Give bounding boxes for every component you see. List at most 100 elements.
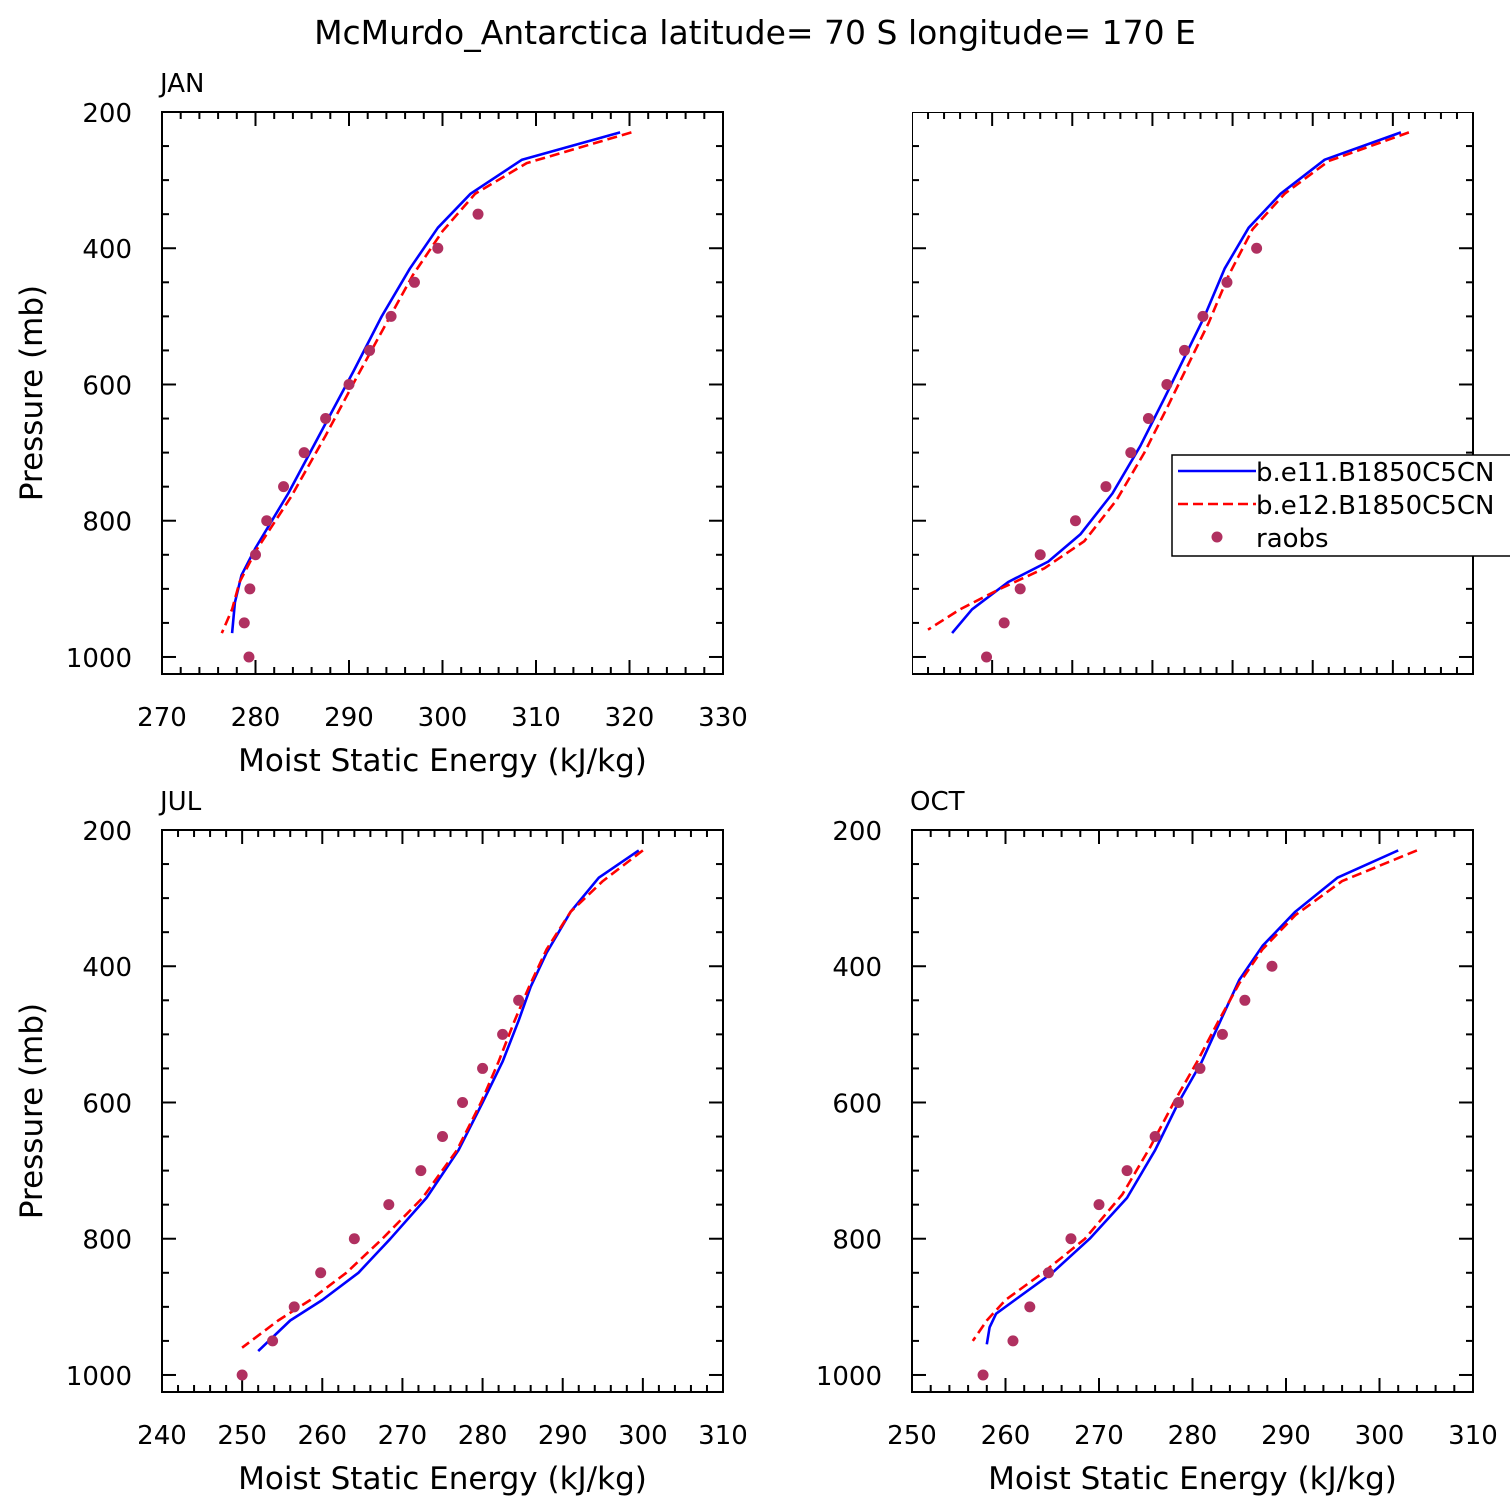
y-tick-label: 800	[82, 1226, 132, 1256]
x-tick-label: 300	[418, 703, 468, 733]
panel-jul: JUL 240 250 260 270 280 290 300 310 200 400 600 800 1…	[14, 787, 748, 1497]
raobs-point	[288, 1301, 300, 1313]
legend-label: b.e11.B1850C5CN	[1256, 458, 1494, 488]
x-tick-label: 280	[1168, 1421, 1218, 1451]
y-tick-label: 400	[82, 235, 132, 265]
plot-frame	[161, 829, 724, 1393]
x-tick-label: 310	[1368, 703, 1418, 733]
raobs-point	[298, 447, 310, 459]
y-tick-label: 1000	[816, 1362, 882, 1392]
series-line-e12	[971, 849, 1418, 1342]
panel-label: JUL	[158, 787, 202, 817]
raobs-point	[385, 310, 397, 322]
y-tick-label: 600	[832, 371, 882, 401]
raobs-point	[1197, 310, 1209, 322]
y-tick-label: 200	[832, 99, 882, 129]
raobs-point	[1065, 1233, 1077, 1245]
raobs-point	[278, 481, 290, 493]
y-tick-label: 600	[82, 371, 132, 401]
raobs-point	[1216, 1028, 1228, 1040]
raobs-point	[383, 1199, 395, 1211]
raobs-point	[1178, 344, 1190, 356]
panel-label: JAN	[158, 69, 204, 99]
y-tick-label: 400	[82, 953, 132, 983]
x-axis-label: Moist Static Energy (kJ/kg)	[988, 1461, 1397, 1497]
x-tick-label: 290	[324, 703, 374, 733]
x-tick-label: 320	[1448, 703, 1498, 733]
x-tick-label: 280	[1128, 703, 1178, 733]
x-tick-label: 300	[1355, 1421, 1405, 1451]
x-tick-label: 250	[217, 1421, 267, 1451]
y-axis-label: Pressure (mb)	[14, 1003, 50, 1219]
raobs-point	[267, 1335, 279, 1347]
y-tick-label: 200	[82, 99, 132, 129]
series-line-e11	[257, 849, 640, 1353]
series-line-e12	[241, 849, 644, 1349]
legend-marker-raobs	[1211, 531, 1223, 543]
panel-oct: OCT 250 260 270 280 290 300 310 200 400 600 800 1000…	[816, 787, 1498, 1497]
raobs-point	[1161, 378, 1173, 390]
raobs-point	[1239, 994, 1251, 1006]
series-line-e11	[985, 849, 1399, 1345]
raobs-point	[1251, 242, 1263, 254]
raobs-point	[998, 617, 1010, 629]
x-tick-label: 290	[1208, 703, 1258, 733]
x-tick-label: 330	[698, 703, 748, 733]
raobs-point	[415, 1165, 427, 1177]
y-tick-label: 800	[832, 1226, 882, 1256]
x-tick-label: 310	[511, 703, 561, 733]
x-tick-label: 270	[378, 1421, 428, 1451]
series-line-e12	[220, 131, 632, 634]
raobs-point	[243, 651, 255, 663]
panel-apr: APR 250 260 270 280 290 300 310 320 200 400 600 800 1…	[816, 99, 1510, 779]
raobs-point	[364, 344, 376, 356]
y-tick-label: 800	[82, 508, 132, 538]
x-tick-label: 250	[887, 1421, 937, 1451]
raobs-point	[497, 1028, 509, 1040]
raobs-point	[1043, 1267, 1055, 1279]
y-tick-label: 200	[832, 817, 882, 847]
raobs-point	[513, 994, 525, 1006]
raobs-point	[981, 651, 993, 663]
y-tick-label: 400	[832, 235, 882, 265]
x-tick-label: 290	[1261, 1421, 1311, 1451]
series-line-e11	[230, 131, 621, 634]
x-tick-label: 240	[137, 1421, 187, 1451]
raobs-point	[1007, 1335, 1019, 1347]
y-tick-label: 600	[832, 1089, 882, 1119]
x-tick-label: 250	[887, 703, 937, 733]
raobs-point	[472, 208, 484, 220]
y-tick-label: 200	[82, 817, 132, 847]
raobs-point	[1034, 549, 1046, 561]
plot-frame	[912, 112, 1474, 675]
x-axis-label: Moist Static Energy (kJ/kg)	[988, 743, 1397, 779]
x-tick-label: 320	[605, 703, 655, 733]
raobs-point	[261, 515, 273, 527]
x-tick-label: 280	[458, 1421, 508, 1451]
plot-frame	[911, 829, 1474, 1393]
raobs-point	[315, 1267, 327, 1279]
y-tick-label: 600	[82, 1089, 132, 1119]
x-tick-label: 290	[538, 1421, 588, 1451]
raobs-point	[1142, 413, 1154, 425]
y-tick-label: 400	[832, 953, 882, 983]
x-tick-label: 260	[967, 703, 1017, 733]
x-axis-label: Moist Static Energy (kJ/kg)	[238, 743, 647, 779]
raobs-point	[437, 1131, 448, 1143]
raobs-point	[1172, 1096, 1184, 1108]
raobs-point	[250, 549, 261, 561]
panel-label: OCT	[910, 787, 965, 817]
legend-label: raobs	[1256, 524, 1329, 554]
raobs-point	[320, 413, 332, 425]
x-axis-label: Moist Static Energy (kJ/kg)	[238, 1461, 647, 1497]
raobs-point	[238, 617, 250, 629]
raobs-point	[236, 1369, 248, 1381]
series-line-e11	[951, 131, 1402, 634]
y-tick-label: 1000	[816, 644, 882, 674]
raobs-point	[1024, 1301, 1036, 1313]
x-tick-label: 260	[981, 1421, 1031, 1451]
raobs-point	[343, 378, 355, 390]
raobs-point	[1121, 1165, 1133, 1177]
raobs-point	[1221, 276, 1233, 288]
